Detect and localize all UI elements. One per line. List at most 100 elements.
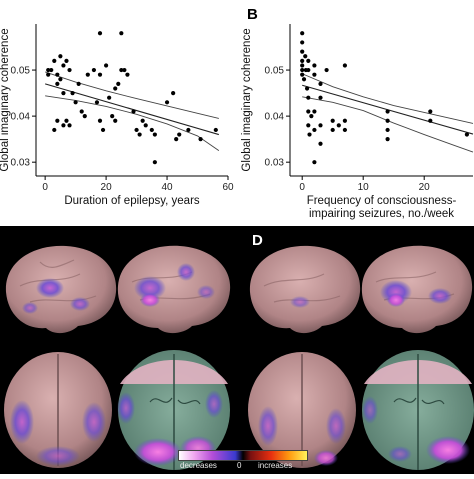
data-point [82, 114, 87, 119]
data-point [140, 118, 145, 123]
data-point [330, 127, 335, 133]
data-point [312, 63, 317, 68]
data-point [164, 100, 170, 105]
data-point [97, 72, 103, 77]
data-point [100, 127, 106, 133]
brain-posterior-view-2 [248, 352, 356, 468]
panel-letter-d: D [252, 232, 263, 249]
brain-posterior-view-1 [4, 352, 112, 468]
data-point [174, 137, 179, 142]
data-point [385, 127, 390, 133]
data-point [116, 81, 121, 86]
data-point [198, 137, 203, 142]
data-point [55, 81, 60, 86]
data-point [330, 118, 335, 123]
data-point [428, 118, 433, 123]
ci-lower-line [302, 96, 474, 153]
x-tick-label: 0 [299, 182, 305, 193]
data-point [76, 81, 81, 86]
x-tick-label: 10 [358, 182, 370, 193]
data-point [64, 118, 69, 123]
data-point [113, 118, 118, 123]
data-point [137, 132, 142, 137]
data-point [318, 95, 323, 100]
data-point [119, 67, 124, 73]
y-axis-label: Global imaginary coherence [241, 28, 253, 171]
data-point [342, 127, 347, 133]
data-point [103, 63, 109, 68]
data-point [213, 127, 218, 133]
data-point [385, 118, 390, 123]
data-point [55, 118, 60, 123]
data-point [342, 63, 347, 68]
brain-right-lateral-1 [117, 245, 231, 334]
data-point [61, 63, 66, 68]
data-point [152, 160, 157, 165]
data-point [79, 109, 84, 114]
data-point [301, 77, 307, 82]
data-point [385, 137, 390, 142]
ci-upper-line [302, 73, 474, 124]
data-point [58, 77, 63, 82]
legend-label-zero: 0 [237, 461, 242, 470]
data-point [67, 67, 72, 73]
data-point [61, 123, 66, 128]
brain-render-svg [4, 245, 474, 470]
data-point [113, 86, 118, 91]
data-point [58, 54, 63, 59]
data-point [61, 90, 66, 96]
data-point [97, 118, 103, 123]
data-point [318, 141, 323, 146]
data-point [304, 86, 310, 91]
brain-left-lateral-2 [249, 245, 361, 334]
scatter-plot-frequency: 0 10 20 0.03 0.04 0.05 Frequency of consciousn… [241, 24, 474, 220]
x-tick-label: 60 [222, 182, 234, 193]
data-point [122, 67, 127, 73]
scatter-plot-duration: 0 20 40 60 0.03 0.04 0.05 Duration of epilepsy,… [0, 24, 234, 207]
data-point [307, 132, 312, 137]
legend-label-decreases: decreases [180, 461, 217, 470]
data-point [428, 109, 433, 114]
data-point [306, 95, 311, 100]
data-point [385, 109, 390, 114]
data-point [70, 90, 75, 96]
data-point [464, 132, 469, 137]
data-point [134, 127, 139, 133]
data-point [324, 67, 329, 73]
data-point [125, 72, 130, 77]
legend-label-increases: increases [258, 461, 293, 470]
x-tick-label: 40 [161, 182, 173, 193]
data-point [55, 72, 60, 77]
data-point [306, 109, 311, 114]
data-point [306, 123, 311, 128]
data-point [171, 90, 176, 96]
data-point [46, 67, 51, 73]
data-point [91, 67, 97, 73]
data-point [342, 118, 347, 123]
data-point [300, 72, 305, 77]
y-axis-label: Global imaginary coherence [0, 28, 11, 171]
data-point [73, 100, 78, 105]
brain-right-lateral-2 [361, 245, 473, 334]
brain-left-lateral-1 [5, 245, 117, 334]
data-point [306, 67, 311, 73]
data-point [85, 72, 90, 77]
data-point [186, 127, 191, 133]
data-point [119, 31, 124, 36]
x-axis-label: Duration of epilepsy, years [64, 195, 200, 207]
y-tick-label: 0.03 [11, 158, 31, 169]
data-point [312, 160, 317, 165]
y-tick-label: 0.05 [265, 66, 285, 77]
regression-line [44, 83, 220, 136]
data-point [94, 100, 100, 105]
data-point [300, 58, 305, 63]
y-tick-label: 0.04 [11, 112, 31, 123]
data-point [143, 123, 148, 128]
data-point [110, 114, 115, 119]
x-tick-label: 20 [419, 182, 431, 193]
data-point [309, 114, 314, 119]
y-tick-label: 0.05 [11, 66, 31, 77]
data-point [300, 67, 305, 73]
data-point [300, 40, 305, 45]
